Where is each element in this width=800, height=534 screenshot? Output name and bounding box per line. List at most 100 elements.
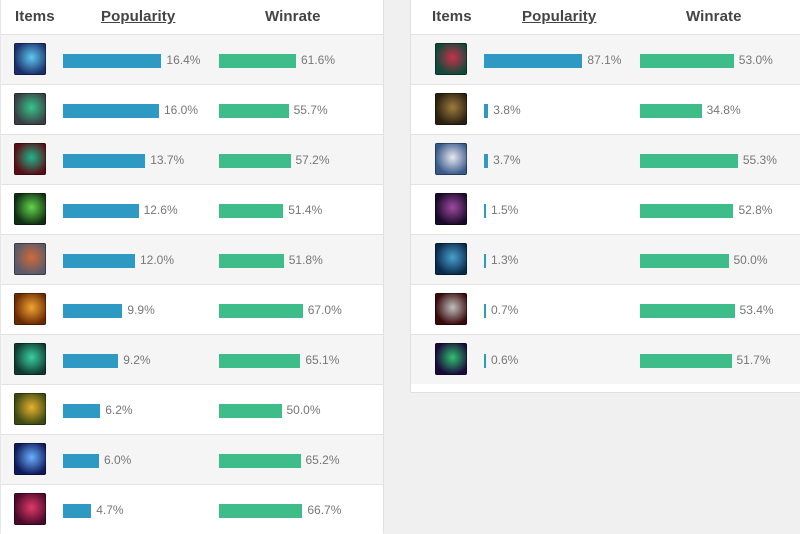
red-hourglass-item-icon[interactable] xyxy=(14,493,46,525)
popularity-bar xyxy=(63,54,162,68)
table-row[interactable]: 3.7% 55.3% xyxy=(411,134,800,184)
popularity-bar xyxy=(63,154,146,168)
items-column-header: Items xyxy=(432,8,472,25)
popularity-value: 9.9% xyxy=(127,303,155,317)
winrate-bar xyxy=(640,154,738,168)
table-row[interactable]: 12.6% 51.4% xyxy=(1,184,383,234)
popularity-value: 13.7% xyxy=(150,153,185,167)
winrate-value: 50.0% xyxy=(286,403,321,417)
table-row[interactable]: 13.7% 57.2% xyxy=(1,134,383,184)
popularity-value: 12.0% xyxy=(140,253,175,267)
popularity-bar xyxy=(484,154,489,168)
winrate-bar xyxy=(219,54,296,68)
blue-star-orb-item-icon[interactable] xyxy=(14,443,46,475)
winrate-bar xyxy=(219,404,282,418)
popularity-bar xyxy=(63,304,123,318)
winrate-bar xyxy=(219,354,301,368)
popularity-bar xyxy=(484,304,486,318)
purple-boots-item-icon[interactable] xyxy=(435,193,467,225)
table-row[interactable]: 0.7% 53.4% xyxy=(411,284,800,334)
winrate-value: 65.1% xyxy=(305,353,340,367)
golden-ember-item-icon[interactable] xyxy=(14,293,46,325)
items-column-header: Items xyxy=(15,8,55,25)
popularity-value: 3.7% xyxy=(493,153,521,167)
red-boots-item-icon[interactable] xyxy=(435,43,467,75)
winrate-bar xyxy=(219,454,301,468)
winrate-value: 57.2% xyxy=(295,153,330,167)
table-header: Items Popularity Winrate xyxy=(411,0,800,34)
winrate-value: 34.8% xyxy=(706,103,741,117)
winrate-bar xyxy=(219,204,284,218)
violet-green-boots-item-icon[interactable] xyxy=(435,343,467,375)
winrate-bar xyxy=(640,204,734,218)
table-row[interactable]: 3.8% 34.8% xyxy=(411,84,800,134)
popularity-bar xyxy=(63,354,119,368)
popularity-value: 6.2% xyxy=(105,403,133,417)
table-row[interactable]: 16.0% 55.7% xyxy=(1,84,383,134)
winrate-value: 66.7% xyxy=(307,503,342,517)
winrate-value: 65.2% xyxy=(305,453,340,467)
winrate-bar xyxy=(640,354,732,368)
popularity-column-header[interactable]: Popularity xyxy=(522,8,597,25)
silver-axe-item-icon[interactable] xyxy=(14,243,46,275)
popularity-bar xyxy=(63,104,159,118)
crimson-blade-item-icon[interactable] xyxy=(14,143,46,175)
golden-horn-item-icon[interactable] xyxy=(14,393,46,425)
popularity-value: 87.1% xyxy=(587,53,622,67)
winrate-bar xyxy=(219,104,289,118)
items-table-left: Items Popularity Winrate 16.4% 61.6% 16.0%… xyxy=(0,0,384,534)
popularity-value: 9.2% xyxy=(123,353,151,367)
table-body: 87.1% 53.0% 3.8% 34.8% 3.7% 55.3% 1.5% 52.8% 1.3… xyxy=(411,34,800,384)
popularity-bar xyxy=(63,204,139,218)
table-row[interactable]: 4.7% 66.7% xyxy=(1,484,383,534)
popularity-value: 4.7% xyxy=(96,503,124,517)
winrate-bar xyxy=(219,254,284,268)
green-eye-orb-item-icon[interactable] xyxy=(14,93,46,125)
table-row[interactable]: 87.1% 53.0% xyxy=(411,34,800,84)
winrate-value: 50.0% xyxy=(733,253,768,267)
popularity-bar xyxy=(484,54,583,68)
winrate-bar xyxy=(640,304,735,318)
popularity-value: 12.6% xyxy=(143,203,178,217)
popularity-bar xyxy=(484,254,486,268)
table-row[interactable]: 9.9% 67.0% xyxy=(1,284,383,334)
steel-blue-boots-item-icon[interactable] xyxy=(435,243,467,275)
table-row[interactable]: 1.3% 50.0% xyxy=(411,234,800,284)
popularity-column-header[interactable]: Popularity xyxy=(101,8,176,25)
popularity-value: 0.6% xyxy=(491,353,519,367)
brown-boots-item-icon[interactable] xyxy=(435,93,467,125)
table-row[interactable]: 1.5% 52.8% xyxy=(411,184,800,234)
winrate-column-header[interactable]: Winrate xyxy=(265,8,321,25)
winrate-column-header[interactable]: Winrate xyxy=(686,8,742,25)
table-row[interactable]: 12.0% 51.8% xyxy=(1,234,383,284)
winrate-bar xyxy=(640,54,734,68)
popularity-value: 6.0% xyxy=(104,453,132,467)
winrate-bar xyxy=(640,104,702,118)
table-body: 16.4% 61.6% 16.0% 55.7% 13.7% 57.2% 12.6% 51.4%… xyxy=(1,34,383,534)
popularity-bar xyxy=(484,104,489,118)
white-boots-item-icon[interactable] xyxy=(435,143,467,175)
popularity-value: 16.0% xyxy=(164,103,199,117)
popularity-bar xyxy=(63,254,135,268)
green-claw-item-icon[interactable] xyxy=(14,193,46,225)
winrate-bar xyxy=(219,304,303,318)
table-row[interactable]: 6.2% 50.0% xyxy=(1,384,383,434)
iron-boots-item-icon[interactable] xyxy=(435,293,467,325)
winrate-value: 52.8% xyxy=(738,203,773,217)
table-row[interactable]: 0.6% 51.7% xyxy=(411,334,800,384)
winrate-value: 51.7% xyxy=(736,353,771,367)
popularity-value: 1.5% xyxy=(491,203,519,217)
popularity-value: 3.8% xyxy=(493,103,521,117)
table-row[interactable]: 16.4% 61.6% xyxy=(1,34,383,84)
winrate-value: 51.8% xyxy=(288,253,323,267)
winrate-value: 53.4% xyxy=(739,303,774,317)
table-row[interactable]: 9.2% 65.1% xyxy=(1,334,383,384)
popularity-value: 0.7% xyxy=(491,303,519,317)
winrate-value: 61.6% xyxy=(301,53,336,67)
winrate-value: 53.0% xyxy=(738,53,773,67)
dark-blue-rune-item-icon[interactable] xyxy=(14,43,46,75)
popularity-value: 1.3% xyxy=(491,253,519,267)
table-row[interactable]: 6.0% 65.2% xyxy=(1,434,383,484)
winrate-bar xyxy=(219,154,291,168)
green-mask-item-icon[interactable] xyxy=(14,343,46,375)
